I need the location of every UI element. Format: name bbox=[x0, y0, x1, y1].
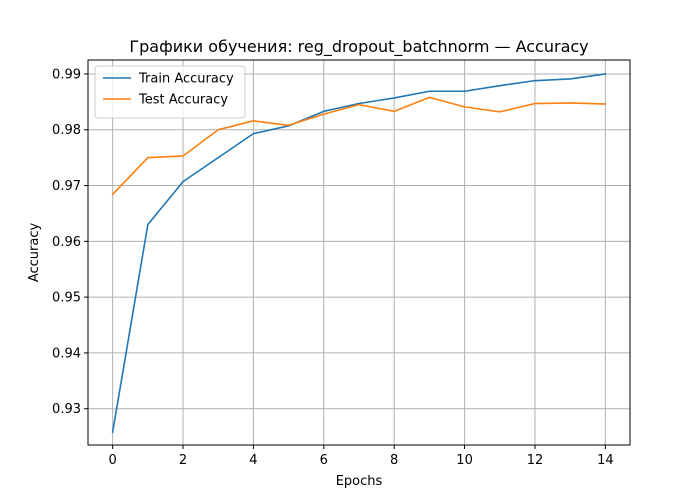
x-tick-label: 8 bbox=[390, 453, 398, 468]
x-tick-label: 2 bbox=[179, 453, 187, 468]
x-tick-label: 0 bbox=[108, 453, 116, 468]
y-tick-label: 0.93 bbox=[52, 402, 81, 417]
x-axis-label: Epochs bbox=[336, 474, 383, 489]
x-tick-label: 12 bbox=[527, 453, 544, 468]
y-tick-label: 0.95 bbox=[52, 291, 81, 306]
y-tick-label: 0.97 bbox=[52, 179, 81, 194]
series-line-test-accuracy bbox=[111, 96, 607, 196]
legend-label: Test Accuracy bbox=[138, 93, 228, 108]
grid bbox=[88, 60, 630, 445]
legend-label: Train Accuracy bbox=[138, 72, 234, 87]
y-tick-label: 0.96 bbox=[52, 235, 81, 250]
plot-frame bbox=[87, 59, 631, 446]
ticks: 0 2 4 6 8 10 12 14 0.93 0.94 0.95 0.96 0.97 0.98 0.99 bbox=[52, 67, 614, 468]
series bbox=[111, 73, 607, 434]
y-tick-label: 0.99 bbox=[52, 67, 81, 82]
x-tick-label: 14 bbox=[597, 453, 614, 468]
chart-title: Графики обучения: reg_dropout_batchnorm … bbox=[129, 37, 588, 57]
y-tick-label: 0.98 bbox=[52, 123, 81, 138]
y-tick-label: 0.94 bbox=[52, 346, 81, 361]
x-tick-label: 6 bbox=[320, 453, 328, 468]
y-axis-label: Accuracy bbox=[27, 223, 42, 283]
legend: Train Accuracy Test Accuracy bbox=[94, 65, 246, 119]
x-tick-label: 4 bbox=[249, 453, 257, 468]
x-tick-label: 10 bbox=[456, 453, 473, 468]
legend-box bbox=[94, 65, 246, 119]
series-line-train-accuracy bbox=[111, 73, 607, 434]
